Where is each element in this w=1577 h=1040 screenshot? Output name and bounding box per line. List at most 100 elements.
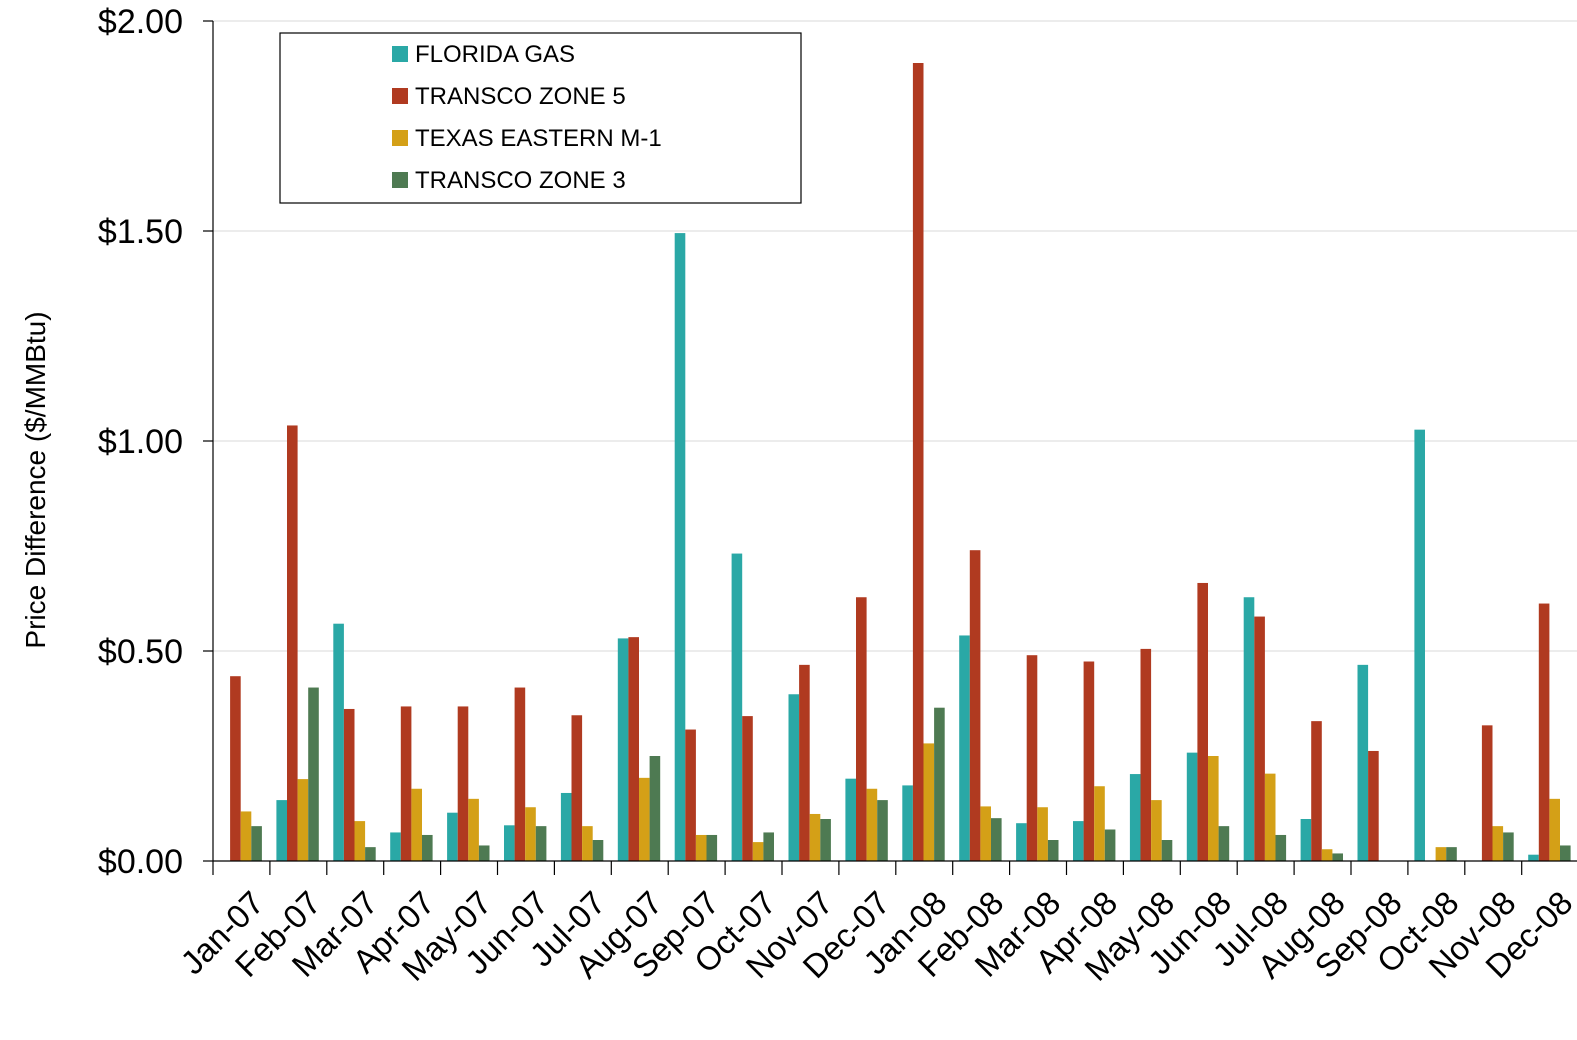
bar [251, 826, 262, 861]
bar [912, 63, 924, 861]
bar [1264, 773, 1276, 861]
bar [1243, 597, 1255, 861]
bar [343, 708, 355, 861]
bar [560, 792, 572, 861]
bar [1368, 750, 1379, 861]
bar [809, 813, 821, 861]
y-tick-label: $1.50 [98, 213, 183, 251]
bar [1208, 756, 1219, 861]
bar [478, 845, 490, 861]
bar [1254, 616, 1265, 861]
bar [820, 819, 831, 861]
bar [240, 811, 252, 861]
bar [1083, 661, 1095, 861]
bar [799, 664, 810, 861]
legend: FLORIDA GAS TRANSCO ZONE 5 TEXAS EASTERN M… [279, 32, 802, 204]
bar [1321, 849, 1333, 861]
legend-swatch [392, 130, 408, 146]
bar [695, 834, 707, 861]
bar [457, 706, 469, 861]
bar [308, 687, 319, 861]
y-axis-ticks: $0.00 $0.50 $1.00 $1.50 $2.00 [98, 3, 213, 881]
gridlines [213, 20, 1577, 652]
bar [1332, 853, 1343, 861]
bar [1037, 807, 1048, 861]
legend-items: FLORIDA GAS TRANSCO ZONE 5 TEXAS EASTERN M… [392, 41, 662, 194]
bar [856, 597, 867, 861]
bar [1446, 847, 1457, 861]
bar [845, 778, 856, 861]
bar [354, 821, 366, 861]
legend-label: TRANSCO ZONE 5 [415, 83, 626, 110]
bar [628, 637, 639, 861]
bar [297, 779, 309, 861]
bar [1073, 821, 1084, 861]
bar [1026, 655, 1038, 861]
bar [706, 834, 718, 861]
bar [582, 826, 593, 861]
bar [1275, 834, 1287, 861]
bar [649, 756, 661, 861]
legend-swatch [392, 172, 408, 188]
bar [980, 806, 991, 861]
legend-label: TEXAS EASTERN M-1 [415, 125, 662, 152]
bar [1129, 774, 1141, 861]
bar [1161, 840, 1173, 861]
bar [411, 788, 422, 861]
bar [959, 635, 970, 861]
bar [923, 743, 935, 861]
bar [400, 706, 412, 861]
bar [752, 842, 764, 861]
legend-box [279, 32, 802, 204]
bar [902, 785, 913, 861]
y-axis-title: Price Difference ($/MMBtu) [20, 311, 51, 648]
bar [422, 834, 433, 861]
y-tick-label: $0.50 [98, 633, 183, 671]
bar [1311, 721, 1322, 861]
bar [287, 425, 298, 861]
bar [1414, 429, 1425, 861]
bar [1151, 800, 1162, 861]
bar [639, 777, 650, 861]
bar [504, 825, 515, 861]
bar [1538, 603, 1550, 861]
bar [447, 812, 458, 861]
bar [365, 847, 376, 861]
bar [1016, 823, 1027, 861]
bar [514, 687, 526, 861]
y-tick-label: $0.00 [98, 843, 183, 881]
bar [1300, 819, 1312, 861]
bar [276, 800, 287, 861]
bar [788, 694, 800, 861]
bar [390, 832, 401, 861]
bar [230, 676, 241, 861]
bar [1481, 725, 1493, 861]
bar [1186, 752, 1198, 861]
y-tick-label: $1.00 [98, 423, 183, 461]
bar [1549, 798, 1560, 861]
bar [1503, 832, 1514, 861]
bar [571, 715, 583, 861]
bar [991, 818, 1002, 861]
bar [1197, 582, 1208, 861]
bar [535, 826, 547, 861]
bar [731, 553, 743, 861]
bar [866, 788, 878, 861]
bar [674, 233, 686, 862]
legend-label: TRANSCO ZONE 3 [415, 167, 626, 194]
bar [1104, 829, 1116, 861]
bars [230, 63, 1571, 862]
bar [1047, 840, 1059, 861]
bar [1140, 648, 1152, 861]
bar [525, 807, 536, 861]
legend-swatch [392, 46, 408, 62]
legend-swatch [392, 88, 408, 104]
bar [1094, 786, 1105, 861]
bar [1218, 826, 1230, 861]
legend-label: FLORIDA GAS [415, 41, 575, 68]
bar [763, 832, 774, 861]
bar [468, 798, 479, 861]
bar [742, 716, 753, 861]
